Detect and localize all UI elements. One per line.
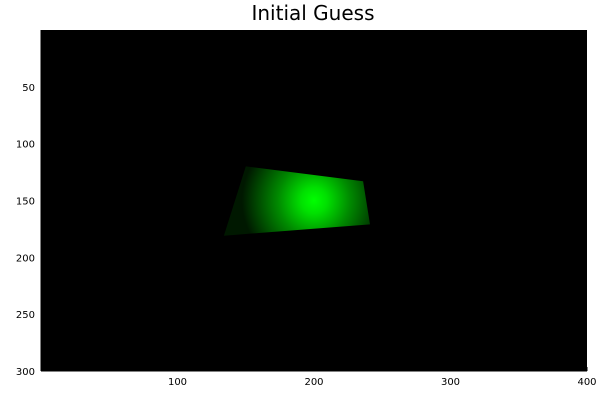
heatmap-region	[223, 166, 370, 236]
y-tick-label: 300	[16, 367, 35, 378]
y-tick-label: 200	[16, 253, 35, 264]
y-tick-label: 250	[16, 310, 35, 321]
x-tick-label: 300	[441, 377, 460, 388]
y-tick-label: 100	[16, 140, 35, 151]
chart-title: Initial Guess	[251, 1, 374, 25]
y-tick-label: 50	[22, 83, 35, 94]
x-tick-label: 400	[577, 377, 596, 388]
y-tick-label: 150	[16, 197, 35, 208]
x-tick-label: 100	[168, 377, 187, 388]
x-tick-label: 200	[304, 377, 323, 388]
